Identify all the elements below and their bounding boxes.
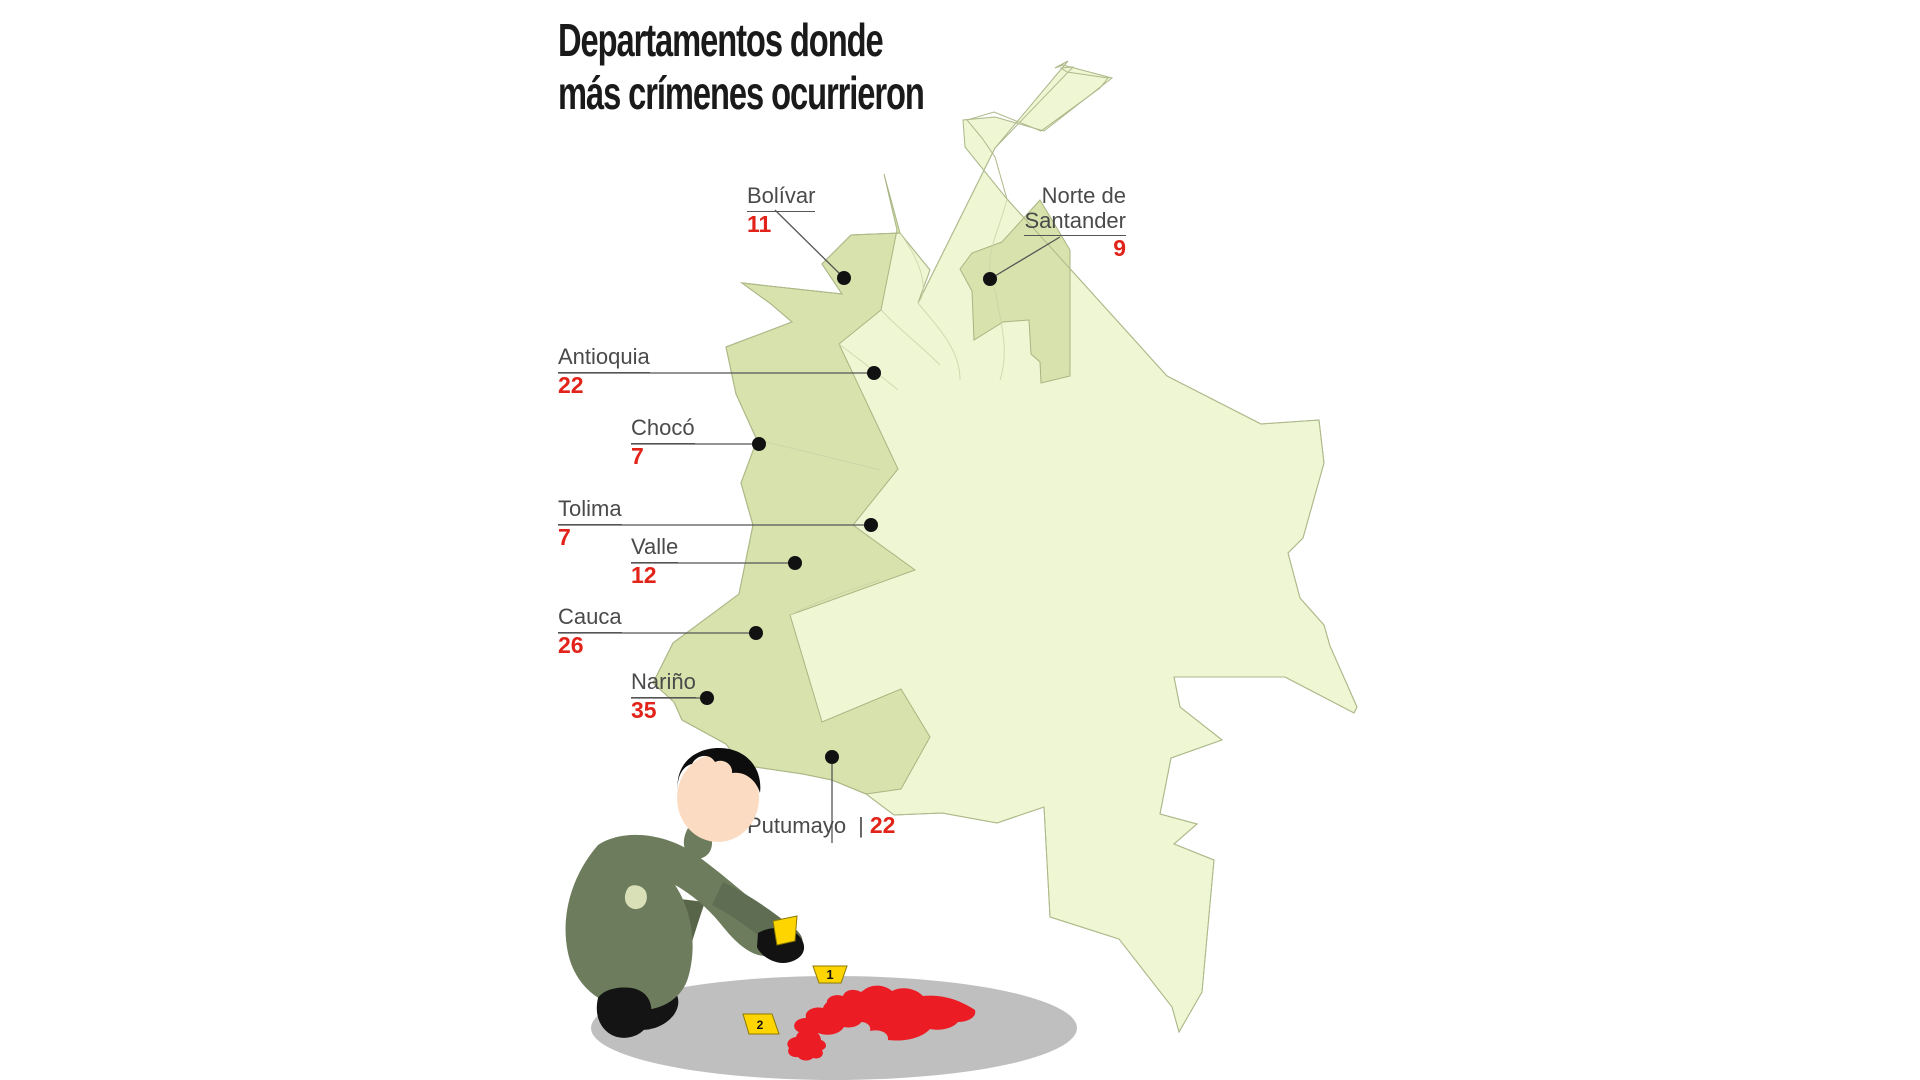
svg-text:2: 2 — [757, 1018, 764, 1032]
svg-text:1: 1 — [826, 967, 833, 982]
